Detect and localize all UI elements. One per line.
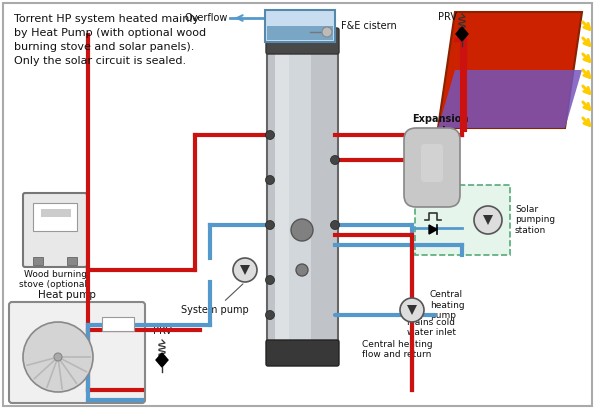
Circle shape [330, 155, 340, 164]
Circle shape [265, 130, 274, 139]
Polygon shape [456, 27, 462, 41]
Text: System pump: System pump [181, 284, 249, 315]
Bar [41, 209, 71, 217]
Polygon shape [438, 12, 582, 128]
Circle shape [400, 298, 424, 322]
Text: PRV: PRV [438, 12, 457, 22]
Text: Hot water
outlet: Hot water outlet [407, 158, 452, 178]
FancyBboxPatch shape [23, 193, 87, 267]
Text: Central
heating
pump: Central heating pump [430, 290, 465, 320]
Bar [265, 10, 335, 42]
Circle shape [265, 175, 274, 184]
Bar [267, 26, 333, 40]
Polygon shape [240, 265, 250, 275]
FancyBboxPatch shape [404, 128, 460, 207]
Circle shape [265, 310, 274, 319]
Text: Overflow: Overflow [184, 13, 228, 23]
Circle shape [23, 322, 93, 392]
Polygon shape [162, 353, 168, 367]
Polygon shape [438, 70, 582, 128]
FancyBboxPatch shape [421, 144, 443, 182]
Bar [275, 50, 311, 342]
Text: Solar
pumping
station: Solar pumping station [515, 205, 555, 235]
FancyBboxPatch shape [267, 42, 338, 348]
Text: Central heating
flow and return: Central heating flow and return [362, 340, 433, 360]
Circle shape [474, 206, 502, 234]
FancyBboxPatch shape [266, 340, 339, 366]
Circle shape [54, 353, 62, 361]
Circle shape [233, 258, 257, 282]
Polygon shape [483, 215, 493, 225]
Circle shape [296, 264, 308, 276]
Text: Wood burning
stove (optional): Wood burning stove (optional) [19, 270, 91, 290]
FancyBboxPatch shape [9, 302, 145, 403]
Text: F&E cistern: F&E cistern [341, 21, 397, 31]
Circle shape [265, 276, 274, 285]
Bar [415, 185, 510, 255]
Circle shape [265, 220, 274, 229]
Text: PRV: PRV [152, 326, 171, 336]
Text: Expansion
vessel: Expansion vessel [412, 115, 468, 136]
Polygon shape [462, 27, 468, 41]
Text: Mains cold
water inlet: Mains cold water inlet [407, 318, 456, 337]
Bar [33, 203, 77, 231]
Text: Torrent HP system heated mainly
by Heat Pump (with optional wood
burning stove a: Torrent HP system heated mainly by Heat … [14, 14, 206, 66]
Circle shape [291, 219, 313, 241]
Polygon shape [156, 353, 162, 367]
Bar [67, 257, 77, 265]
Bar [275, 50, 289, 342]
FancyBboxPatch shape [266, 28, 339, 54]
Text: Heat pump: Heat pump [38, 290, 96, 300]
Circle shape [330, 220, 340, 229]
Polygon shape [407, 305, 417, 315]
Circle shape [322, 27, 332, 37]
Bar [33, 257, 43, 265]
Polygon shape [429, 225, 437, 234]
Bar [102, 317, 134, 331]
